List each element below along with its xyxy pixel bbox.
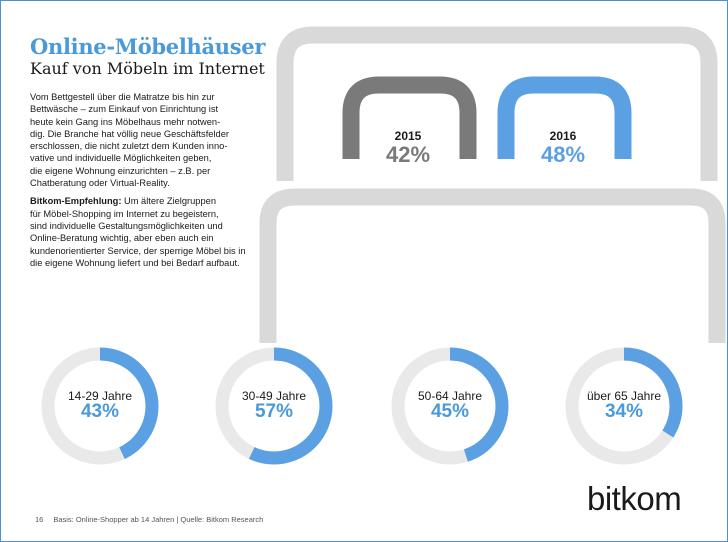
bar-category-label: 2015 xyxy=(394,129,422,143)
donut-arc-4 xyxy=(565,347,683,465)
recommendation-label: Bitkom-Empfehlung: xyxy=(30,196,122,207)
recommendation-text: Um ältere Zielgruppen für Möbel-Shopping… xyxy=(30,196,246,268)
bed-footboard xyxy=(259,188,726,343)
recommendation-paragraph: Bitkom-Empfehlung: Um ältere Zielgruppen… xyxy=(30,195,266,269)
bitkom-logo: bitkom xyxy=(587,480,682,517)
page-title: Online-Möbelhäuser xyxy=(30,34,266,59)
donut-arc-1 xyxy=(41,347,159,465)
donut-value-label: 57% xyxy=(254,401,294,422)
pillow-2016 xyxy=(497,76,632,159)
footer: 16 Basis: Online-Shopper ab 14 Jahren | Q… xyxy=(35,515,273,524)
page-subtitle: Kauf von Möbeln im Internet xyxy=(30,59,265,78)
donut-arc-3 xyxy=(391,347,509,465)
body-text: Vom Bettgestell über die Matratze bis hi… xyxy=(30,91,266,275)
pillow-2015 xyxy=(342,76,477,159)
donut-category-label: 14-29 Jahre xyxy=(67,389,133,403)
donut-category-label: 30-49 Jahre xyxy=(241,389,307,403)
source-note: Basis: Online-Shopper ab 14 Jahren | Que… xyxy=(53,515,264,524)
donut-category-label: 50-64 Jahre xyxy=(417,389,483,403)
bed-headboard xyxy=(276,26,718,181)
donut-category-label: über 65 Jahre xyxy=(586,389,662,403)
intro-paragraph: Vom Bettgestell über die Matratze bis hi… xyxy=(30,92,229,189)
donut-arc-2 xyxy=(215,347,333,465)
donut-value-label: 43% xyxy=(80,401,120,422)
bar-value-label: 42% xyxy=(385,142,431,167)
bar-category-label: 2016 xyxy=(549,129,577,143)
bar-value-label: 48% xyxy=(540,142,586,167)
donut-value-label: 34% xyxy=(604,401,644,422)
donut-value-label: 45% xyxy=(430,401,470,422)
page-number: 16 xyxy=(35,515,44,524)
